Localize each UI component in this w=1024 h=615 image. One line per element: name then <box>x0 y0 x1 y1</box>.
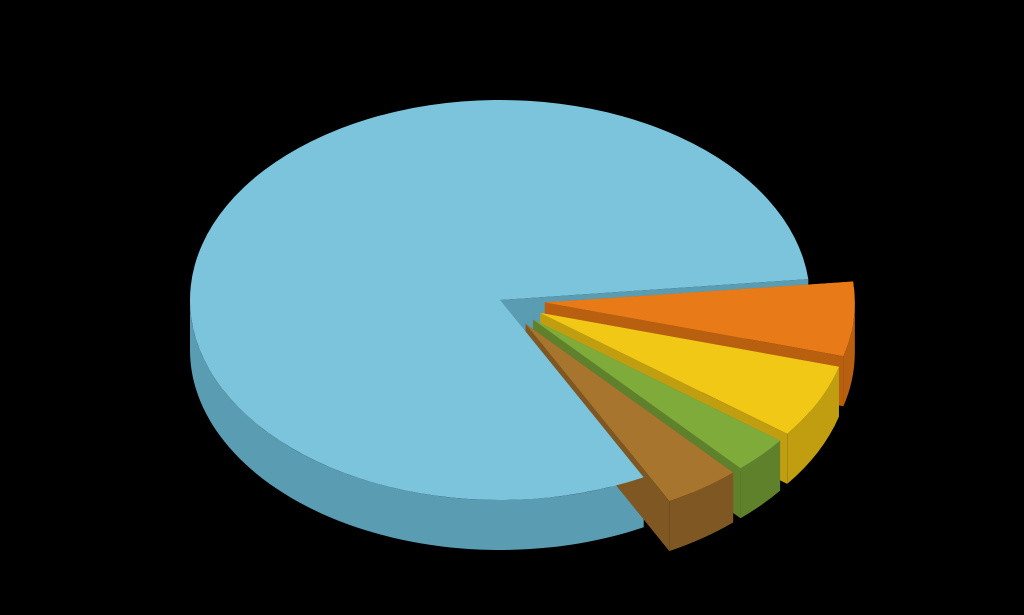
pie-chart-svg <box>0 0 1024 615</box>
pie-chart-3d <box>0 0 1024 615</box>
